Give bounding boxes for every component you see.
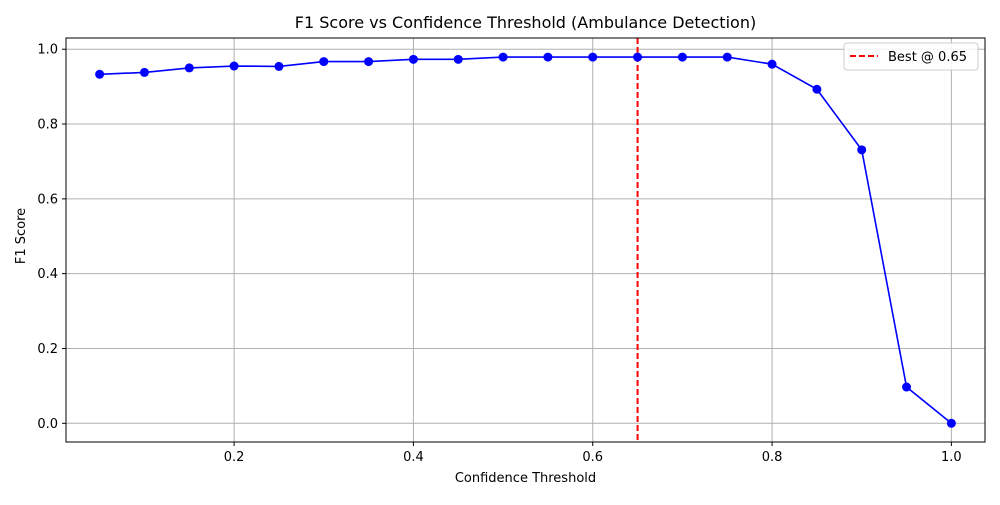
x-axis-label: Confidence Threshold — [455, 471, 596, 486]
legend-entry-best: Best @ 0.65 — [888, 50, 967, 65]
f1-data-point — [543, 52, 553, 62]
x-tick-label: 0.4 — [403, 450, 424, 465]
x-tick-label: 0.8 — [762, 450, 783, 465]
f1-data-point — [453, 54, 463, 64]
data-series — [95, 52, 956, 428]
f1-data-point — [229, 61, 239, 71]
y-tick-label: 0.2 — [37, 342, 58, 357]
legend-box — [843, 42, 979, 71]
grid-lines — [66, 38, 985, 442]
f1-data-point — [274, 61, 284, 71]
y-tick-label: 0.0 — [37, 417, 58, 432]
f1-data-point — [946, 418, 956, 428]
x-tick-label: 0.2 — [224, 450, 245, 465]
f1-data-point — [588, 52, 598, 62]
f1-data-point — [408, 54, 418, 64]
f1-data-point — [902, 382, 912, 392]
y-tick-label: 0.8 — [37, 118, 58, 133]
f1-data-point — [139, 67, 149, 77]
f1-data-point — [319, 57, 329, 67]
f1-series-line — [99, 56, 952, 424]
f1-data-point — [633, 52, 643, 62]
plot-frame — [65, 37, 986, 443]
f1-data-point — [498, 52, 508, 62]
f1-data-point — [184, 63, 194, 73]
f1-data-point — [677, 52, 687, 62]
axis-ticks: 0.2 0.4 0.6 0.8 1.0 0.0 0.2 0.4 0.6 0.8 1.0 — [37, 43, 961, 465]
f1-data-point — [722, 52, 732, 62]
y-tick-label: 0.6 — [37, 192, 58, 207]
y-axis-label: F1 Score — [14, 208, 29, 264]
y-tick-label: 0.4 — [37, 267, 58, 282]
x-tick-label: 0.6 — [582, 450, 603, 465]
x-tick-label: 1.0 — [941, 450, 962, 465]
chart-title: F1 Score vs Confidence Threshold (Ambula… — [295, 13, 756, 32]
f1-data-point — [364, 57, 374, 67]
f1-data-point — [767, 59, 777, 69]
y-tick-label: 1.0 — [37, 43, 58, 58]
f1-data-point — [95, 69, 105, 79]
legend: Best @ 0.65 — [843, 42, 979, 71]
f1-data-point — [857, 145, 867, 155]
f1-data-point — [812, 84, 822, 94]
